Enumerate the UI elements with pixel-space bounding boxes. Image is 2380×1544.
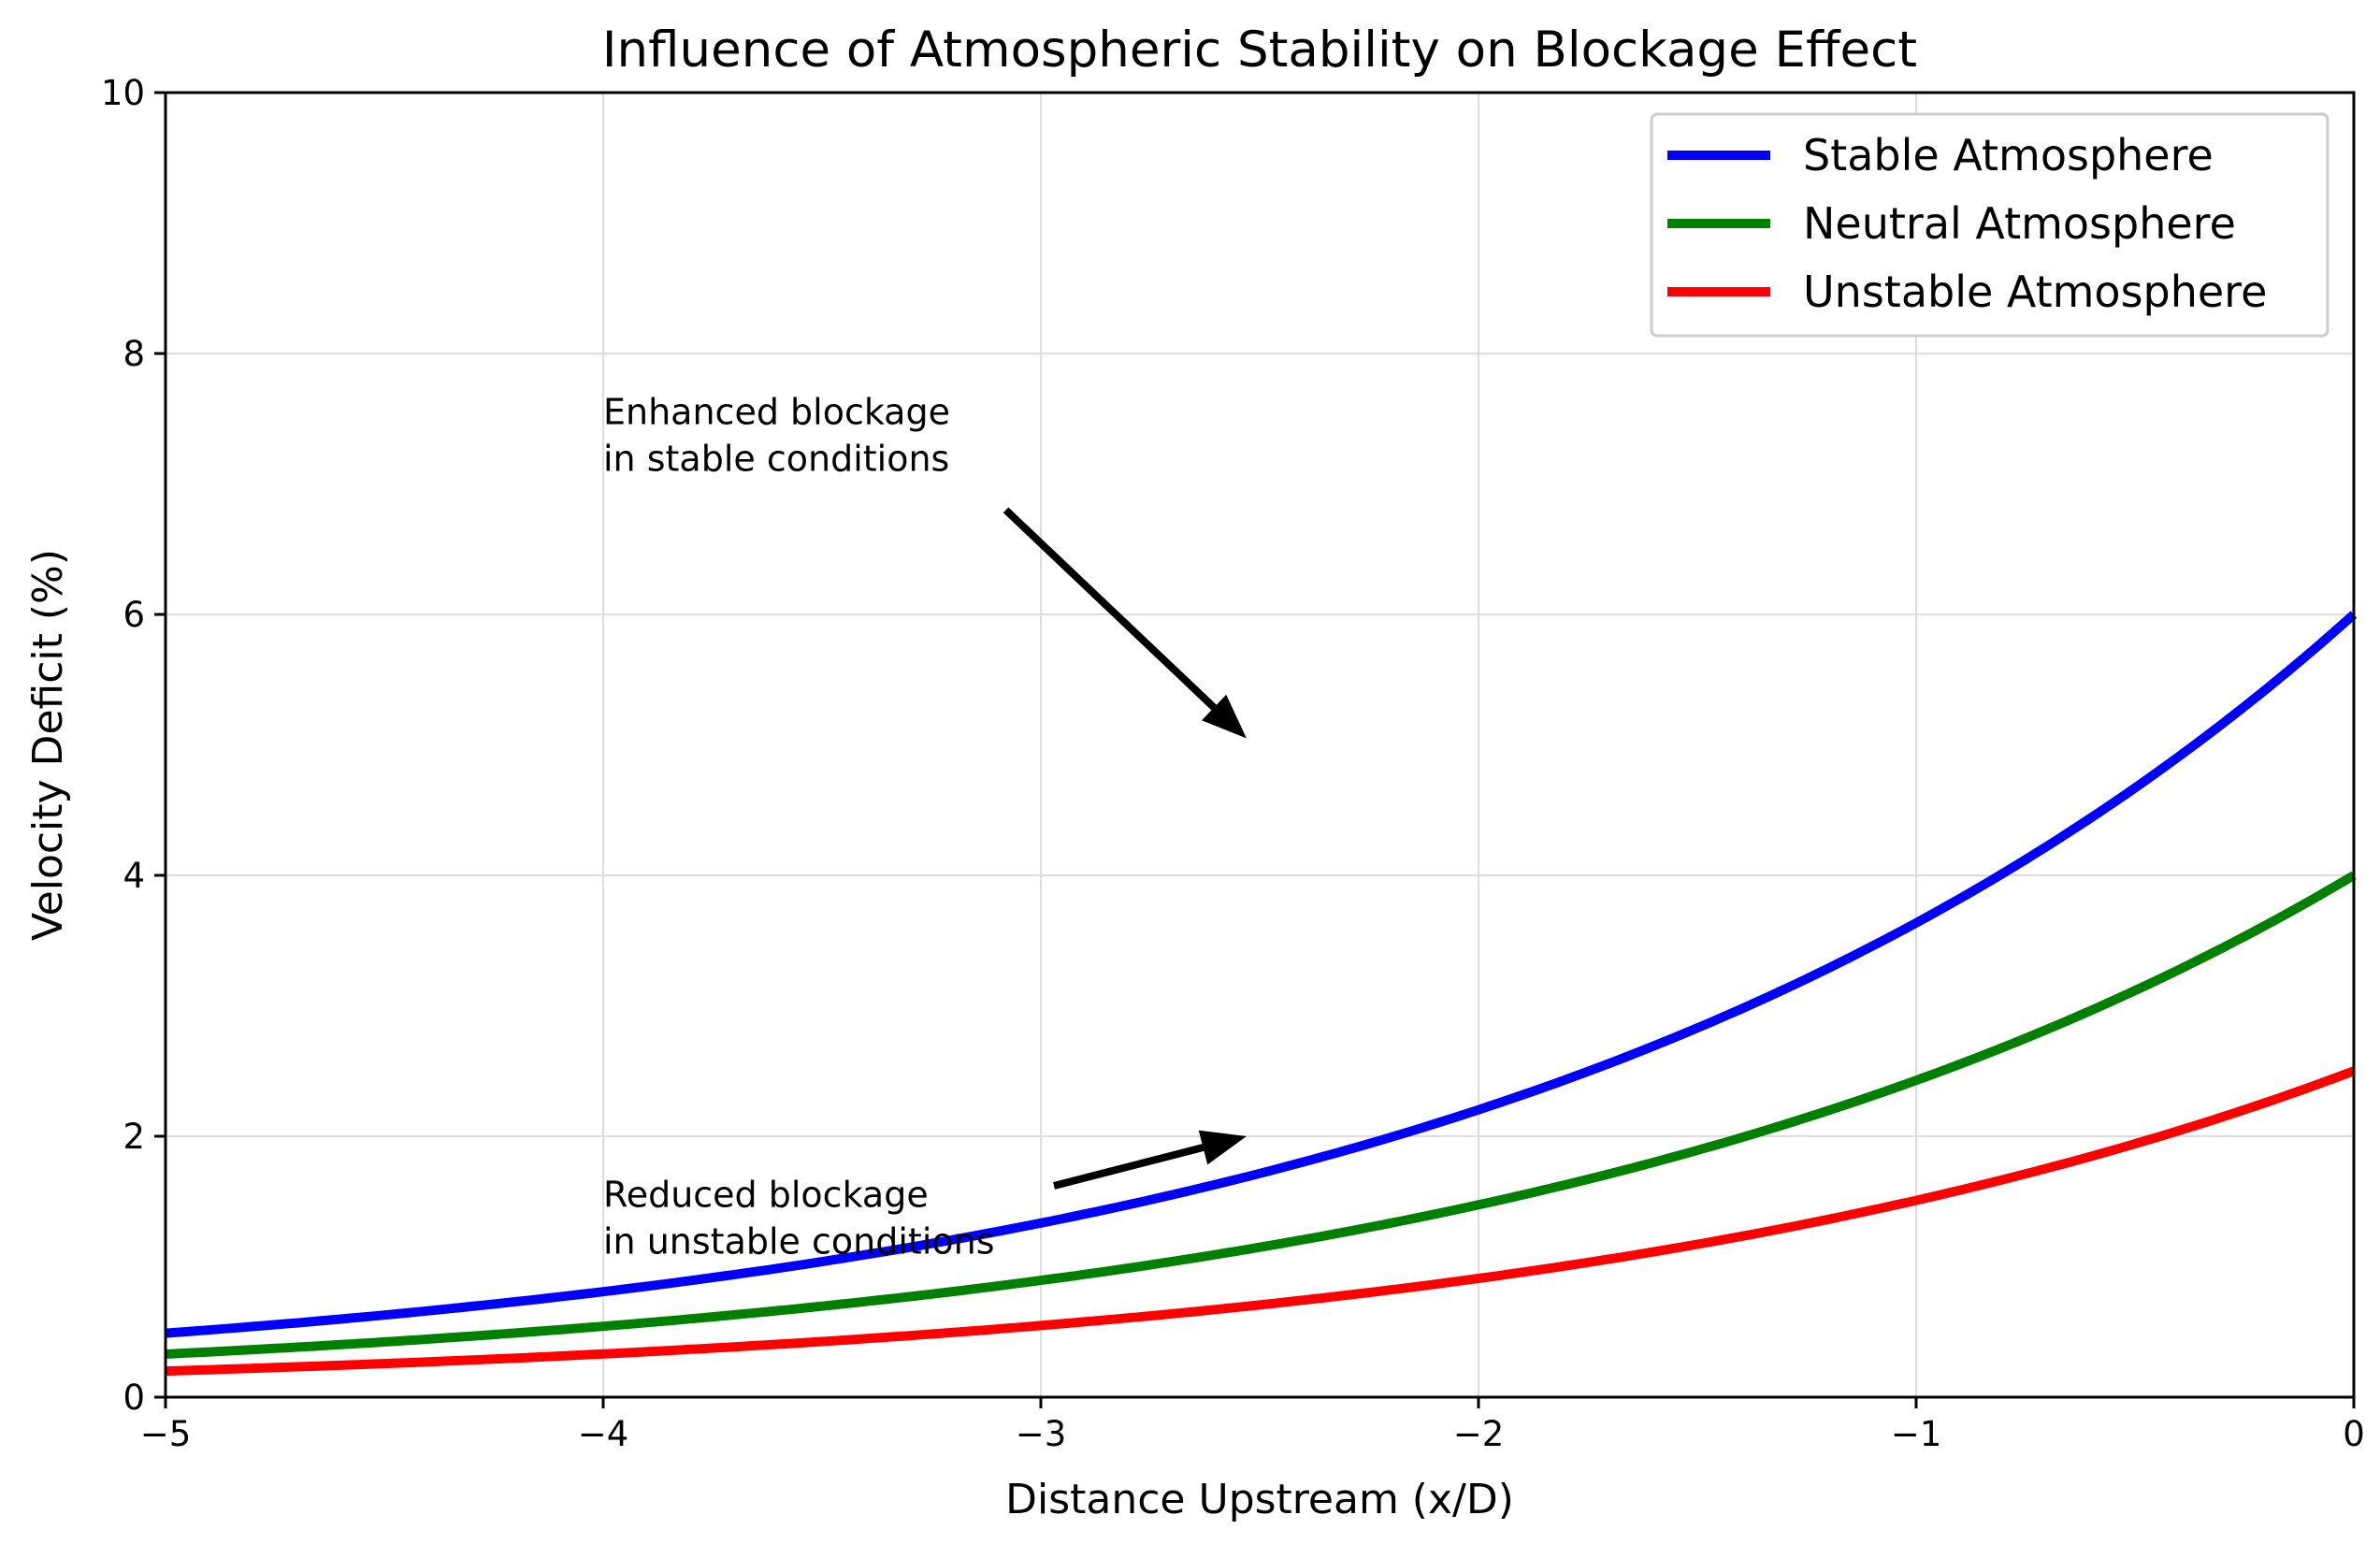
series-line-stable-atmosphere <box>165 611 2358 1338</box>
annotation-arrow-shaft <box>1053 1144 1204 1190</box>
series-line-unstable-atmosphere <box>165 1066 2356 1377</box>
x-tick-label: −4 <box>578 1414 629 1454</box>
annotation-arrow-head <box>1198 1130 1247 1165</box>
legend-label: Unstable Atmosphere <box>1803 267 2267 317</box>
annotation: Reduced blockage in unstable conditions <box>603 1130 1247 1263</box>
annotation-text: Reduced blockage <box>603 1175 929 1216</box>
y-tick-label: 8 <box>123 334 145 374</box>
annotation-arrow-shaft <box>1002 507 1217 711</box>
x-tick-label: 0 <box>2343 1414 2365 1454</box>
legend-label: Stable Atmosphere <box>1803 130 2214 180</box>
y-tick-label: 6 <box>123 595 145 635</box>
y-axis-label: Velocity Deficit (%) <box>24 549 72 941</box>
annotation-text: Enhanced blockage <box>603 392 950 433</box>
chart-title: Influence of Atmospheric Stability on Bl… <box>602 22 1917 79</box>
legend-label: Neutral Atmosphere <box>1803 198 2236 249</box>
axis-ticks: −5 −4 −3 −2 −1 0 0 2 4 6 8 10 <box>101 73 2365 1454</box>
series-line-neutral-atmosphere <box>165 871 2357 1359</box>
x-axis-label: Distance Upstream (x/D) <box>1005 1476 1514 1523</box>
annotations: Enhanced blockage in stable conditions Red… <box>603 392 1247 1263</box>
legend-box <box>1650 112 2330 338</box>
y-tick-label: 0 <box>123 1378 145 1418</box>
annotation: Enhanced blockage in stable conditions <box>603 392 1247 739</box>
x-tick-label: −2 <box>1453 1414 1505 1454</box>
y-tick-label: 2 <box>123 1117 145 1157</box>
x-tick-label: −1 <box>1891 1414 1942 1454</box>
y-tick-label: 4 <box>123 856 145 896</box>
plot-frame <box>164 91 2356 1399</box>
y-tick-label: 10 <box>101 73 145 113</box>
legend: Stable Atmosphere Neutral Atmosphere Unsta… <box>1650 112 2330 338</box>
annotation-text: in unstable conditions <box>603 1221 995 1263</box>
x-tick-label: −3 <box>1016 1414 1067 1454</box>
series-group <box>165 611 2358 1377</box>
x-tick-label: −5 <box>140 1414 192 1454</box>
annotation-arrow-head <box>1202 694 1247 739</box>
annotation-text: in stable conditions <box>603 439 949 480</box>
